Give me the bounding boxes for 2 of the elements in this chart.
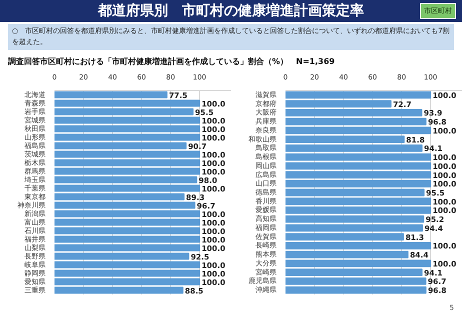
chart-subtitle: 調査回答市区町村における「市町村健康増進計画を作成している」割合（%） N=1,369 bbox=[7, 56, 335, 68]
chart-title: 都道府県別 市町村の健康増進計画策定率 bbox=[98, 3, 364, 19]
